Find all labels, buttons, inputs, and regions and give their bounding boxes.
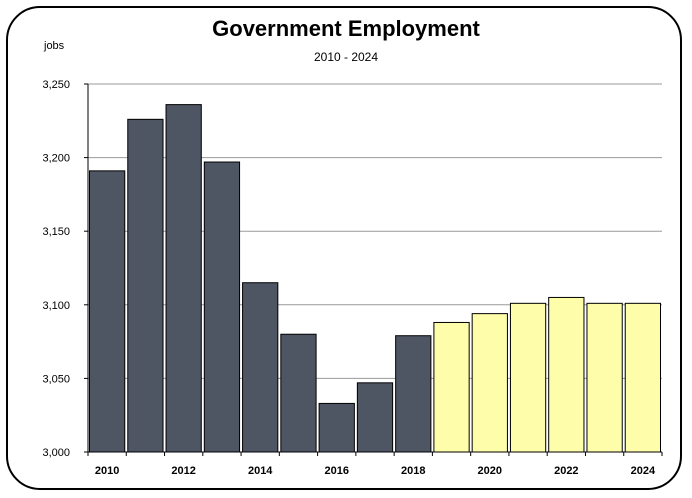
x-tick-label: 2020 — [478, 465, 502, 477]
bar-2014 — [242, 282, 279, 453]
y-tick-label: 3,150 — [42, 226, 70, 238]
y-axis-label: jobs — [44, 40, 65, 52]
x-tick-label: 2012 — [171, 465, 195, 477]
bar-2017 — [356, 382, 394, 453]
axes — [84, 83, 663, 456]
y-tick-labels: 3,000 3,050 3,100 3,150 3,200 3,250 — [42, 79, 70, 459]
bar-2016 — [318, 402, 355, 453]
bar-2013 — [203, 161, 241, 453]
bar-2022 — [548, 296, 585, 453]
bar-2010 — [89, 170, 126, 453]
x-tick-label: 2010 — [95, 465, 119, 477]
bar-2021 — [509, 302, 547, 453]
bars — [89, 104, 662, 453]
x-tick-label: 2024 — [631, 465, 656, 477]
y-tick-label: 3,050 — [42, 373, 70, 385]
x-tick-label: 2014 — [248, 465, 273, 477]
bar-2015 — [280, 333, 317, 453]
x-tick-label: 2018 — [401, 465, 425, 477]
x-tick-label: 2016 — [324, 465, 348, 477]
y-tick-label: 3,250 — [42, 79, 70, 91]
bar-2018 — [395, 335, 432, 453]
bar-2020 — [471, 313, 508, 453]
chart-title: Government Employment — [212, 16, 480, 41]
bar-2024 — [624, 302, 662, 453]
chart-subtitle: 2010 - 2024 — [313, 50, 379, 64]
y-tick-label: 3,000 — [42, 447, 70, 459]
y-tick-label: 3,100 — [42, 300, 70, 312]
y-tick-label: 3,200 — [42, 153, 70, 165]
bar-2019 — [433, 321, 470, 453]
bar-2012 — [165, 104, 202, 453]
bar-2023 — [586, 302, 623, 453]
x-tick-labels: 2010 2012 2014 2016 2018 2020 2022 2024 — [95, 465, 656, 477]
x-tick-label: 2022 — [554, 465, 578, 477]
bar-2011 — [127, 118, 164, 453]
